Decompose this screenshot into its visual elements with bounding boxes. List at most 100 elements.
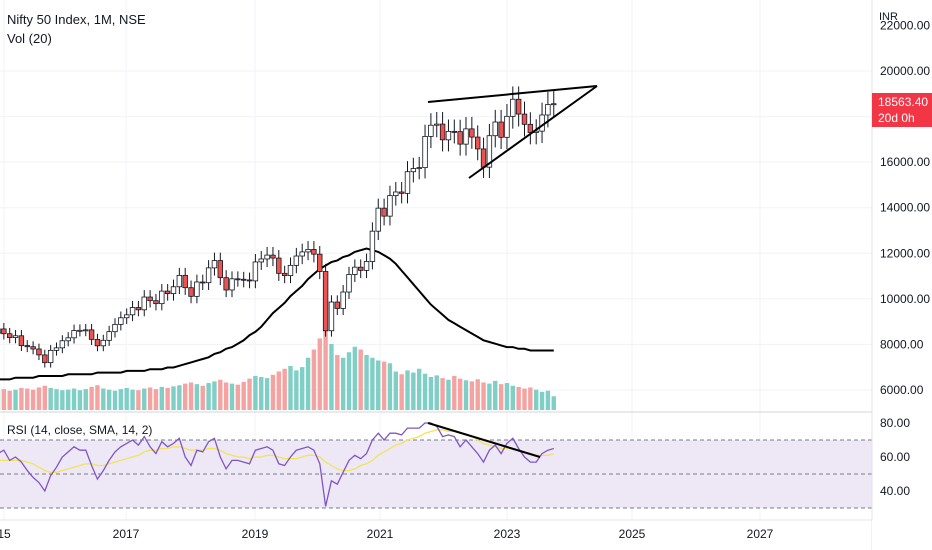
volume-bar (7, 390, 12, 410)
volume-bar (30, 389, 36, 410)
candle-body (36, 348, 42, 356)
volume-bar (106, 389, 112, 410)
candle-body (463, 128, 469, 145)
candle-body (539, 114, 545, 132)
price-tick-label: 12000.00 (880, 246, 930, 260)
volume-bar (446, 379, 451, 410)
candle-body (287, 264, 294, 277)
candle-body (451, 130, 457, 133)
volume-bar (36, 387, 42, 410)
rsi-trendline (427, 422, 541, 458)
candle-body (439, 123, 446, 141)
candle-body (182, 274, 188, 289)
candle-body (77, 329, 83, 332)
candle-body (223, 277, 229, 291)
volume-bar (212, 381, 217, 410)
volume-bar (124, 388, 129, 410)
candle-body (176, 274, 183, 288)
time-tick-label: 2019 (242, 527, 269, 541)
candle-body (159, 290, 165, 305)
candle-body (352, 266, 358, 275)
volume-bar (77, 390, 83, 410)
volume-bar (19, 388, 24, 410)
candle-body (24, 345, 30, 348)
volume-bar (147, 387, 153, 410)
price-tick-label: 16000.00 (880, 155, 930, 169)
rsi-tick-label: 40.00 (880, 484, 910, 498)
candle-body (129, 307, 136, 316)
volume-bar (528, 387, 533, 410)
wedge-lower-trendline (468, 85, 598, 179)
volume-bar (340, 357, 346, 410)
volume-bar (305, 357, 311, 410)
price-tick-label: 8000.00 (880, 337, 924, 351)
volume-bar (223, 382, 229, 410)
volume-bar (66, 389, 71, 410)
volume-bar (300, 367, 305, 410)
candle-body (164, 290, 171, 295)
volume-bar (136, 390, 141, 410)
candle-body (387, 195, 393, 217)
volume-bar (422, 373, 428, 410)
volume-bar (25, 388, 30, 410)
candle-body (170, 286, 177, 295)
volume-bar (323, 327, 328, 410)
volume-bar (194, 384, 200, 410)
candle-body (88, 329, 95, 340)
volume-bar (1, 389, 7, 410)
volume-bar (399, 374, 404, 410)
candle-body (59, 340, 66, 349)
volume-bar (247, 378, 252, 410)
volume-bar (153, 389, 159, 410)
candle-body (381, 207, 387, 217)
volume-bar (13, 389, 18, 410)
volume-bar (370, 357, 375, 410)
price-pane[interactable] (0, 85, 598, 410)
volume-ma-line (0, 247, 554, 381)
volume-bar (405, 370, 410, 410)
candle-body (153, 300, 159, 305)
volume-bar (329, 344, 334, 410)
candle-body (264, 254, 270, 260)
volume-bar (48, 388, 53, 410)
volume-bar (411, 372, 416, 410)
volume-bar (317, 338, 322, 410)
volume-bar (534, 389, 539, 410)
volume-bar (469, 381, 475, 410)
volume-bar (335, 355, 340, 410)
volume-bar (83, 389, 88, 410)
candle-body (334, 301, 340, 309)
volume-bar (539, 391, 545, 410)
volume-bar (376, 360, 381, 410)
candle-body (194, 281, 200, 297)
volume-bar (171, 386, 176, 410)
volume-bar (463, 380, 469, 410)
candle-body (42, 354, 48, 364)
candle-body (18, 335, 25, 346)
volume-bar (457, 378, 463, 410)
price-tick-label: 20000.00 (880, 64, 930, 78)
candle-body (205, 267, 212, 284)
candle-body (71, 330, 77, 339)
volume-bar (89, 386, 94, 410)
candle-body (521, 113, 528, 125)
candle-body (252, 261, 259, 282)
candle-body (83, 329, 89, 332)
rsi-pane[interactable] (0, 411, 872, 509)
time-tick-label: 2027 (747, 527, 774, 541)
rsi-tick-label: 60.00 (880, 450, 910, 464)
volume-bar (498, 384, 504, 410)
candle-body (369, 230, 376, 262)
volume-bar (42, 385, 47, 410)
candle-body (124, 314, 130, 319)
volume-bar (259, 377, 264, 410)
time-tick-label: 2017 (113, 527, 140, 541)
candle-body (480, 148, 487, 168)
candle-body (188, 287, 194, 297)
candle-body (53, 347, 60, 351)
volume-bar (177, 385, 182, 410)
candle-body (217, 260, 223, 279)
candle-body (200, 281, 206, 284)
candle-body (515, 98, 522, 115)
